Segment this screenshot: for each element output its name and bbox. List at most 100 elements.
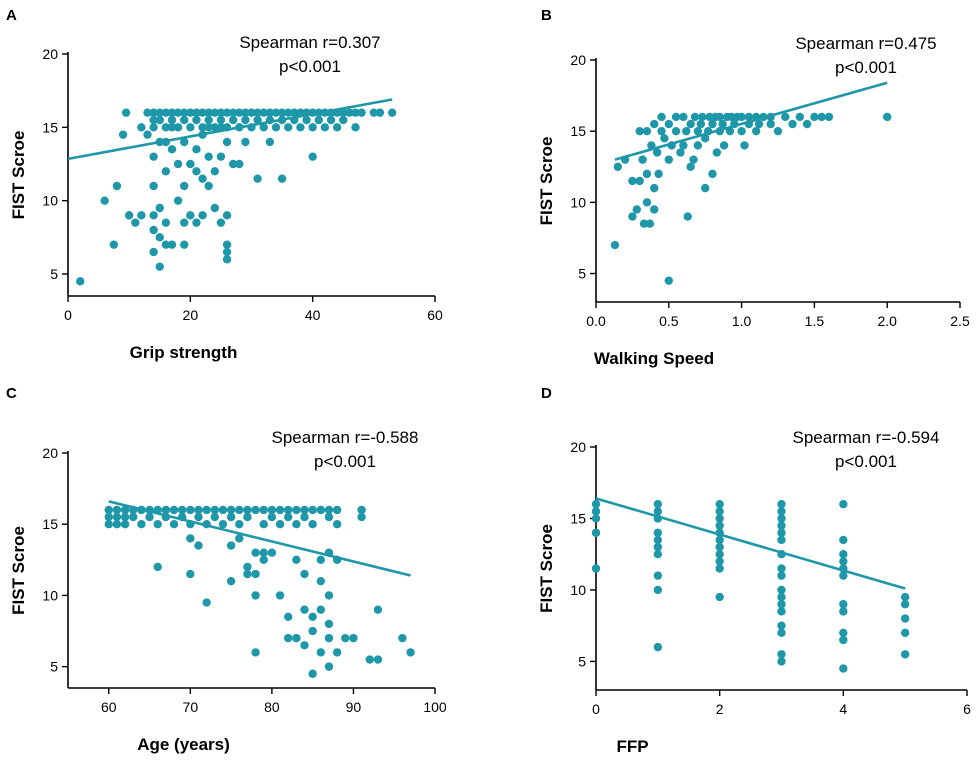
panel-d-point [715,564,724,573]
panel-d-point [715,592,724,602]
panel-c-point [365,655,374,664]
panel-c-point [275,520,285,529]
panel-c-point [120,505,130,515]
panel-b-point [664,276,673,285]
panel-c-point [284,505,293,515]
panel-a-point [149,152,158,161]
panel-c-point [186,569,195,579]
panel-a-x-tick-label: 20 [183,307,199,323]
panel-a-point [186,159,195,169]
panel-d-point [777,657,786,666]
panel-a-point [149,115,158,125]
panel-a-point [167,115,177,125]
panel-a-point [161,123,171,132]
panel-d-point [591,528,601,537]
panel-c-point [226,541,236,550]
panel-d-point [777,600,786,609]
panel-c-point [153,562,162,572]
panel-c-y-tick-label: 10 [42,587,58,603]
panel-d-point [839,571,848,580]
panel-c-point [284,633,293,643]
panel-a-y-tick-label: 15 [42,119,58,135]
panel-c-point [316,605,326,614]
panel-a-point [210,167,219,176]
panel-b-point [693,141,703,150]
panel-d-point [777,571,786,580]
panel-a-point [173,159,183,169]
panel-c-point [251,548,260,557]
panel-c-point [251,569,260,579]
panel-c-x-tick-label: 80 [264,699,280,715]
panel-b-point [802,119,812,129]
panel-d-point [777,607,786,616]
panel-a-point [149,181,158,191]
panel-b-point [744,112,754,122]
panel-a-point [228,115,238,125]
panel-c-point [332,505,342,515]
panel-a-point [345,108,354,117]
panel-c-point [324,505,334,515]
panel-c-point [251,648,260,657]
panel-d-point [653,585,663,595]
panel-b-point [781,112,790,122]
panel-a-point [210,123,219,132]
panel-b-y-tick-label: 10 [570,194,586,210]
panel-d-point [777,621,786,630]
panel-c-point [226,512,236,522]
panel-a-point [155,262,164,271]
panel-c-point [324,591,334,600]
panel-a-point [137,211,146,220]
panel-a-point [173,123,183,132]
panel-c-point [226,576,236,586]
panel-c-point [316,648,326,657]
panel-a-point [228,159,238,169]
panel-c-point [300,641,309,650]
panel-b-point [740,141,749,150]
panel-b-point [718,119,727,129]
panel-a-point [216,152,226,161]
panel-a-point [375,108,385,117]
panel-b-point [708,169,717,179]
panel-a-point [149,247,158,257]
panel-a-point [109,240,119,249]
panel-c-point [177,505,187,515]
panel-a-point [204,115,213,125]
panel-a-point [314,115,323,125]
panel-b-point [628,176,637,186]
panel-d-regression-line [595,497,906,590]
panel-a-point [210,203,219,213]
panel-b-point [701,183,710,193]
panel-a-point [186,123,195,132]
panel-b-point [883,112,892,122]
panel-a-point [192,145,201,154]
panel-c-point [300,569,309,579]
panel-a-point [161,240,171,249]
panel-d-y-axis-title: FIST Scroe [537,524,556,613]
panel-b-point [628,212,637,221]
panel-a-point [198,123,207,132]
panel-c-point [169,505,179,515]
panel-a-point [192,167,201,176]
panel-b-point [635,126,644,136]
panel-b-x-tick-label: 2.5 [950,313,970,329]
panel-a-point [180,137,189,147]
panel-b-point [638,155,647,164]
panel-c-point [267,505,277,515]
panel-c-regression-line [108,500,411,577]
panel-c-point [373,655,383,664]
panel-c-point [300,505,309,515]
panel-a-point [387,108,397,117]
panel-a-point [167,240,177,249]
panel-a-point [277,174,287,183]
panel-c-point [259,555,268,565]
panel-c-point [406,648,415,657]
panel-b-point [664,155,673,164]
panel-c-point [218,505,228,515]
panel-a-point [222,240,232,249]
panel-b-point [679,141,688,150]
panel-c-point [202,505,211,515]
panel-b-label: B [541,7,552,24]
panel-b-point [712,148,722,157]
panel-d-x-axis-title: FFP [616,737,648,756]
panel-d-point [900,628,910,638]
